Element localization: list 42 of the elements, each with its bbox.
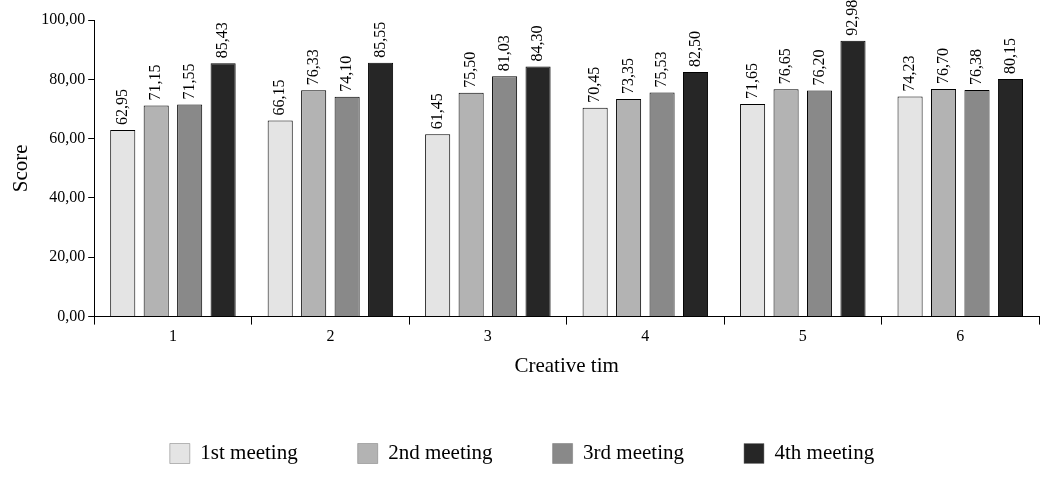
x-tick-label: 4: [641, 327, 650, 345]
data-label: 76,38: [967, 49, 985, 86]
x-axis-title: Creative tim: [514, 352, 619, 377]
y-tick-label: 20,00: [49, 247, 86, 265]
data-label: 85,43: [213, 22, 231, 59]
data-label: 62,95: [112, 88, 130, 125]
legend-label: 4th meeting: [774, 440, 875, 465]
x-tick-label: 1: [168, 327, 177, 345]
y-axis-title: Score: [8, 144, 33, 193]
data-label: 61,45: [427, 93, 445, 130]
data-label: 71,65: [742, 63, 760, 100]
data-label: 75,50: [461, 51, 479, 88]
legend-label: 2nd meeting: [388, 440, 494, 465]
data-label: 82,50: [685, 30, 703, 67]
data-label: 74,10: [337, 55, 355, 92]
x-tick-label: 2: [326, 327, 335, 345]
y-tick-label: 60,00: [49, 128, 86, 146]
data-label: 70,45: [585, 66, 603, 103]
y-tick-label: 0,00: [57, 306, 86, 324]
data-label: 75,53: [652, 51, 670, 88]
data-label: 81,03: [494, 35, 512, 72]
data-label: 76,20: [809, 49, 827, 86]
data-label: 76,65: [776, 48, 794, 85]
data-label: 76,33: [303, 49, 321, 86]
data-label: 80,15: [1000, 37, 1018, 74]
data-label: 73,35: [618, 58, 636, 95]
data-label: 66,15: [270, 79, 288, 116]
data-label: 92,98: [843, 0, 861, 36]
x-tick-label: 6: [956, 327, 965, 345]
x-tick-label: 5: [798, 327, 807, 345]
y-tick-label: 40,00: [49, 188, 86, 206]
x-tick-label: 3: [483, 327, 492, 345]
legend-label: 1st meeting: [200, 440, 299, 465]
y-tick-label: 80,00: [49, 69, 86, 87]
data-label: 85,55: [370, 21, 388, 58]
data-label: 84,30: [528, 25, 546, 62]
data-label: 71,15: [146, 64, 164, 101]
y-tick-label: 100,00: [41, 10, 86, 28]
data-label: 76,70: [933, 48, 951, 85]
data-label: 71,55: [179, 63, 197, 100]
data-label: 74,23: [900, 55, 918, 92]
legend-label: 3rd meeting: [583, 440, 685, 465]
